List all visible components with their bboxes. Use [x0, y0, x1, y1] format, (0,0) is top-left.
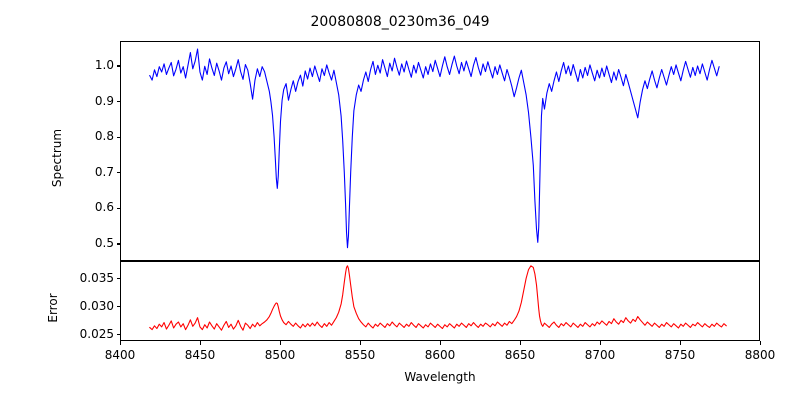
spectrum-panel — [120, 41, 760, 261]
x-tickmark — [759, 341, 761, 345]
y-tick-label-spectrum: 0.7 — [94, 164, 114, 179]
spectrum-plot-area — [149, 48, 720, 249]
x-tick-label: 8650 — [504, 348, 536, 362]
y-tick-label-spectrum: 0.6 — [94, 200, 114, 215]
y-tickmark-error — [116, 334, 121, 336]
y-tickmark-error — [116, 306, 121, 308]
y-tickmark-error — [116, 278, 121, 280]
x-tick-label: 8400 — [104, 348, 136, 362]
y-tick-label-spectrum: 0.9 — [94, 93, 114, 108]
x-tickmark — [519, 341, 521, 345]
spectrum-line — [149, 48, 720, 249]
error-panel — [120, 261, 760, 341]
error-line — [149, 265, 727, 331]
x-tick-label: 8600 — [424, 348, 456, 362]
x-tickmark — [599, 341, 601, 345]
x-tickmark — [439, 341, 441, 345]
x-tick-label: 8500 — [264, 348, 296, 362]
y-tickmark-spectrum — [116, 136, 121, 138]
x-tick-label: 8800 — [744, 348, 776, 362]
y-tick-label-error: 0.035 — [79, 270, 114, 285]
x-tick-label: 8700 — [584, 348, 616, 362]
y-tick-label-spectrum: 1.0 — [94, 57, 114, 72]
y-tick-label-error: 0.030 — [79, 298, 114, 313]
y-tickmark-spectrum — [116, 101, 121, 103]
y-tick-label-spectrum: 0.5 — [94, 235, 114, 250]
y-tick-label-spectrum: 0.8 — [94, 129, 114, 144]
x-tick-label: 8750 — [664, 348, 696, 362]
y-tickmark-spectrum — [116, 243, 121, 245]
x-tickmark — [359, 341, 361, 345]
y-tickmark-spectrum — [116, 65, 121, 67]
x-tickmark — [279, 341, 281, 345]
x-tick-label: 8450 — [184, 348, 216, 362]
x-tickmark — [199, 341, 201, 345]
error-plot-area — [149, 265, 727, 331]
x-tickmark — [119, 341, 121, 345]
x-axis-label: Wavelength — [404, 370, 476, 384]
y-tick-label-error: 0.025 — [79, 326, 114, 341]
y-tickmark-spectrum — [116, 172, 121, 174]
figure-title: 20080808_0230m36_049 — [310, 14, 490, 30]
x-tick-label: 8550 — [344, 348, 376, 362]
y-tickmark-spectrum — [116, 207, 121, 209]
x-tickmark — [679, 341, 681, 345]
